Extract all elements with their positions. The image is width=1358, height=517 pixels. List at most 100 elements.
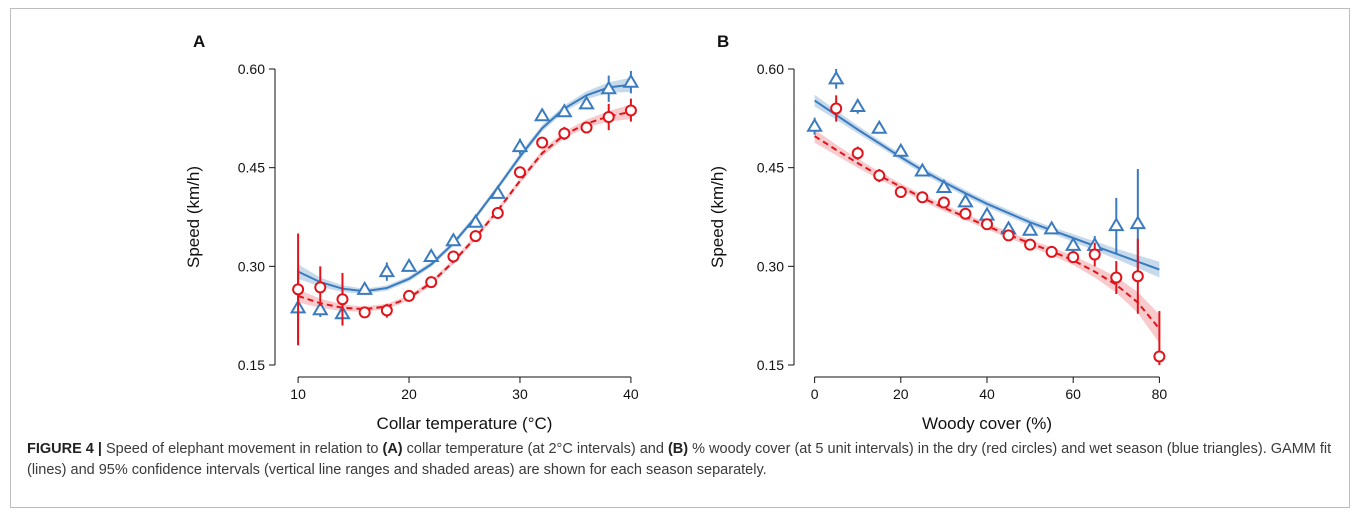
caption-text-3: % woody cover (at 5 unit intervals) in t… [27,441,1332,478]
data-point-dry [292,283,305,296]
data-point-dry [981,218,993,231]
data-point-dry [1002,229,1015,242]
data-point-wet [935,178,953,193]
data-point-wet [957,193,974,208]
y-tick-label: 0.45 [238,160,265,176]
y-tick-label: 0.30 [238,258,265,274]
data-point-dry [358,306,371,319]
data-point-wet [622,73,640,88]
data-point-dry [469,230,482,243]
ci-band-dry [298,104,631,312]
panel-label: A [193,32,205,51]
ci-band-wet [814,94,1160,278]
data-point-wet [489,184,507,199]
data-point-dry [916,191,929,204]
ci-band-dry [814,129,1160,344]
data-point-wet [467,213,484,228]
fit-line-dry [297,110,632,311]
x-axis-label: Woody cover (%) [922,414,1052,433]
data-point-dry [425,276,438,289]
data-point-dry [314,281,327,294]
data-point-wet [400,257,418,272]
x-tick-label: 20 [893,386,909,402]
y-axis-label: Speed (km/h) [708,166,727,268]
data-point-dry [336,293,349,306]
y-tick-label: 0.15 [757,357,784,373]
ci-band-wet [298,77,631,294]
data-point-dry [580,121,593,134]
data-point-dry [1131,270,1144,283]
x-tick-label: 80 [1152,386,1168,402]
data-point-wet [511,138,529,153]
data-point-wet [378,263,396,278]
x-axis-label: Collar temperature (°C) [377,414,553,433]
x-tick-label: 60 [1065,386,1081,402]
data-point-dry [894,186,907,199]
data-point-wet [871,119,888,134]
data-point-wet [312,301,329,316]
data-point-wet [1021,221,1039,236]
figure-frame: A 0.15 0.30 0.45 0.60 Speed (km/h) 10 20 30 40 Col… [10,8,1350,508]
data-point-dry [1067,251,1080,264]
caption-ref-a: (A) [382,441,403,457]
data-point-dry [1153,350,1166,363]
data-point-dry [558,127,571,140]
data-point-dry [1024,238,1037,251]
data-point-dry [491,207,504,220]
data-point-dry [447,250,460,263]
data-point-dry [1110,271,1123,284]
y-tick-label: 0.15 [238,357,265,373]
data-point-dry [1088,248,1101,261]
data-point-wet [445,232,462,247]
data-point-wet [422,247,440,263]
fit-line-wet [297,83,632,293]
data-point-dry [602,111,615,124]
y-tick-label: 0.60 [238,61,265,77]
data-point-dry [513,166,526,179]
data-point-wet [849,98,866,113]
x-tick-label: 20 [401,386,417,402]
data-point-dry [851,147,864,160]
y-axis-label: Speed (km/h) [184,166,203,268]
caption-text-1: Speed of elephant movement in relation t… [101,441,383,457]
data-point-dry [536,136,549,149]
x-tick-label: 40 [623,386,639,402]
data-point-dry [873,169,886,182]
data-point-dry [403,289,416,302]
data-point-wet [914,162,931,177]
y-tick-label: 0.45 [757,160,784,176]
data-point-wet [556,103,573,118]
caption-ref-b: (B) [667,441,689,457]
panel-a: A 0.15 0.30 0.45 0.60 Speed (km/h) 10 20 30 40 Col… [184,32,640,433]
panel-b: B 0.15 0.30 0.45 0.60 Speed (km/h) 0 20 40 60 80 Wo… [708,32,1167,433]
data-point-wet [533,107,551,122]
x-tick-label: 10 [290,386,306,402]
fit-line-wet [814,99,1160,271]
data-point-wet [1043,220,1060,235]
caption-label: FIGURE 4 | [27,441,102,457]
data-point-dry [959,207,972,220]
panel-label: B [717,32,729,51]
data-point-wet [1129,215,1147,230]
data-point-dry [830,102,843,115]
data-point-wet [600,80,617,95]
data-point-wet [356,280,373,295]
data-point-wet [806,117,823,132]
y-tick-label: 0.60 [757,61,784,77]
data-point-wet [978,206,996,221]
data-point-wet [827,70,845,85]
x-tick-label: 0 [811,386,819,402]
caption-text-2: collar temperature (at 2°C intervals) an… [402,441,668,457]
x-tick-label: 40 [979,386,995,402]
data-point-dry [937,196,950,209]
data-point-dry [380,304,393,317]
data-point-wet [1108,217,1125,232]
data-point-wet [1064,236,1082,251]
x-tick-label: 30 [512,386,528,402]
data-point-wet [578,95,595,110]
figure-caption: FIGURE 4 | Speed of elephant movement in… [27,439,1337,481]
data-point-dry [624,104,637,117]
data-point-wet [892,142,910,157]
data-point-dry [1045,245,1058,258]
y-tick-label: 0.30 [757,258,784,274]
